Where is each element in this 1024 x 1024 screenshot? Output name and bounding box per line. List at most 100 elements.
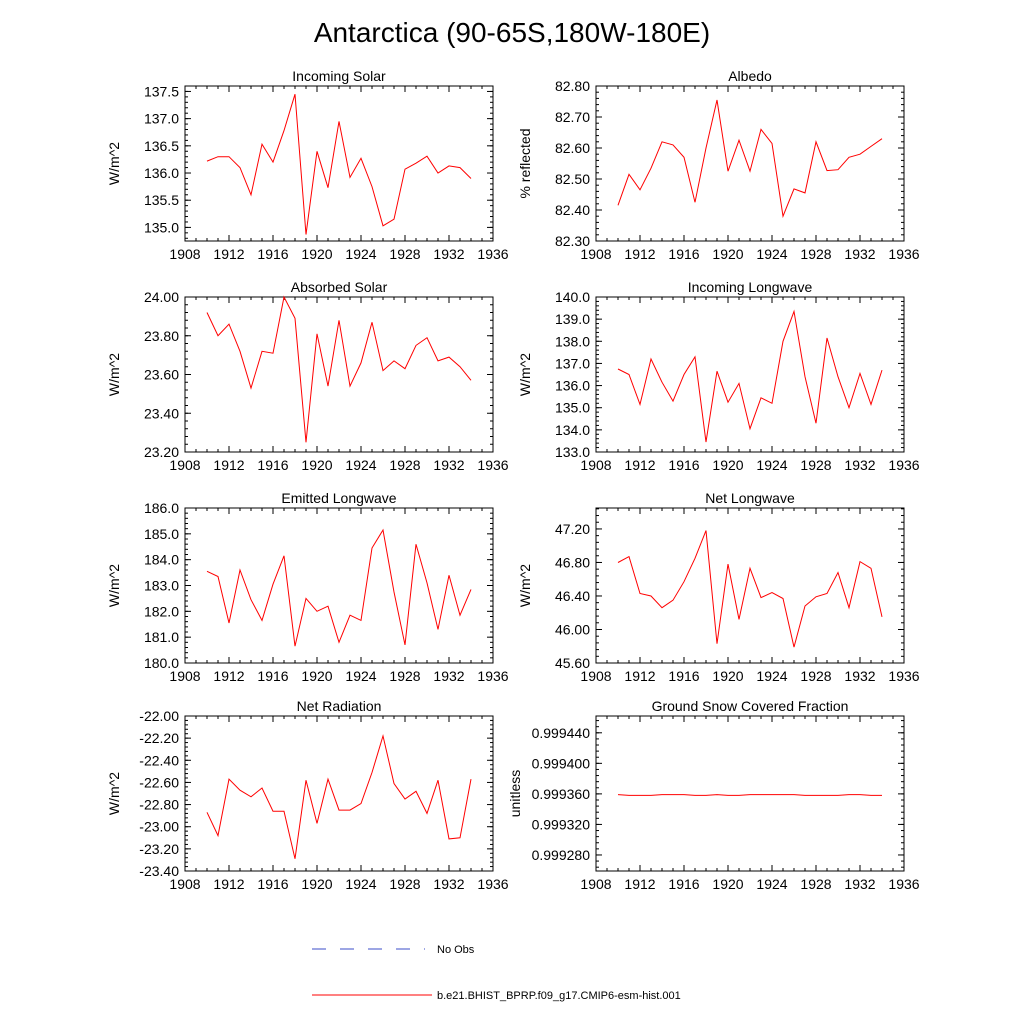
y-tick-label: 137.0 <box>555 355 590 371</box>
x-tick-label: 1924 <box>345 246 376 262</box>
legend-label-no-obs: No Obs <box>437 944 475 956</box>
y-axis-label: W/m^2 <box>106 564 122 607</box>
x-tick-label: 1928 <box>800 668 831 684</box>
x-tick-label: 1920 <box>712 246 743 262</box>
y-tick-label: 0.999440 <box>532 725 591 741</box>
y-tick-label: 0.999360 <box>532 786 591 802</box>
chart-panel: Incoming Solar 1908 1912 1916 1920 1924 1928 19… <box>106 68 509 262</box>
x-tick-label: 1924 <box>756 246 787 262</box>
y-tick-label: 46.40 <box>555 588 590 604</box>
y-tick-label: 186.0 <box>144 500 179 516</box>
x-tick-label: 1936 <box>477 876 508 892</box>
y-tick-label: 0.999280 <box>532 847 591 863</box>
y-tick-label: 47.20 <box>555 521 590 537</box>
panels: Incoming Solar 1908 1912 1916 1920 1924 1928 19… <box>106 68 920 892</box>
y-tick-label: 185.0 <box>144 526 179 542</box>
x-tick-label: 1912 <box>213 246 244 262</box>
x-tick-label: 1932 <box>433 668 464 684</box>
y-tick-label: 23.60 <box>144 367 179 383</box>
x-tick-label: 1920 <box>301 246 332 262</box>
y-tick-label: 135.0 <box>555 400 590 416</box>
x-tick-label: 1916 <box>668 668 699 684</box>
y-axis-label: unitless <box>507 770 523 817</box>
y-tick-label: 138.0 <box>555 333 590 349</box>
x-tick-label: 1928 <box>389 457 420 473</box>
x-tick-label: 1928 <box>800 457 831 473</box>
chart-panel: Incoming Longwave 1908 1912 1916 1920 1924 192… <box>517 279 920 473</box>
chart-panel: Net Radiation 1908 1912 1916 1920 1924 1928 193… <box>106 698 509 892</box>
x-tick-label: 1932 <box>433 246 464 262</box>
x-tick-label: 1936 <box>888 457 919 473</box>
y-tick-label: -23.40 <box>139 863 179 879</box>
x-tick-label: 1908 <box>580 668 611 684</box>
plot-frame <box>595 85 905 242</box>
series-line <box>617 530 883 648</box>
y-axis-label: W/m^2 <box>517 564 533 607</box>
y-tick-label: 23.40 <box>144 405 179 421</box>
panel-title: Incoming Solar <box>292 68 386 84</box>
plot-frame <box>595 715 905 872</box>
x-tick-label: 1912 <box>624 876 655 892</box>
y-tick-label: -22.00 <box>139 708 179 724</box>
y-tick-label: 182.0 <box>144 603 179 619</box>
chart-panel: Albedo 1908 1912 1916 1920 1924 1928 1932 1936 82… <box>517 68 920 262</box>
y-tick-label: 136.0 <box>555 378 590 394</box>
series-line <box>617 99 883 219</box>
y-tick-label: 82.70 <box>555 109 590 125</box>
y-tick-label: 139.0 <box>555 311 590 327</box>
y-tick-label: 82.80 <box>555 78 590 94</box>
x-tick-label: 1924 <box>345 876 376 892</box>
x-tick-label: 1928 <box>800 876 831 892</box>
x-tick-label: 1928 <box>800 246 831 262</box>
y-tick-label: -22.60 <box>139 774 179 790</box>
x-tick-label: 1928 <box>389 876 420 892</box>
x-tick-label: 1916 <box>668 876 699 892</box>
x-tick-label: 1936 <box>888 668 919 684</box>
x-tick-label: 1932 <box>844 668 875 684</box>
x-tick-label: 1916 <box>257 668 288 684</box>
x-tick-label: 1936 <box>888 246 919 262</box>
y-tick-label: -22.20 <box>139 730 179 746</box>
x-tick-label: 1932 <box>844 876 875 892</box>
y-tick-label: 0.999320 <box>532 816 591 832</box>
x-tick-label: 1912 <box>624 457 655 473</box>
y-tick-label: 23.80 <box>144 328 179 344</box>
y-tick-label: -22.40 <box>139 752 179 768</box>
x-tick-label: 1924 <box>756 457 787 473</box>
legend: No Obs b.e21.BHIST_BPRP.f09_g17.CMIP6-es… <box>312 944 681 1002</box>
series-line <box>617 794 882 796</box>
x-tick-label: 1932 <box>433 457 464 473</box>
x-tick-label: 1908 <box>169 876 200 892</box>
x-tick-label: 1908 <box>169 457 200 473</box>
panel-title: Absorbed Solar <box>291 279 388 295</box>
y-tick-label: -22.80 <box>139 797 179 813</box>
x-tick-label: 1920 <box>712 876 743 892</box>
x-tick-label: 1912 <box>213 876 244 892</box>
y-tick-label: 82.30 <box>555 233 590 249</box>
chart-panel: Net Longwave 1908 1912 1916 1920 1924 1928 1932… <box>517 490 920 684</box>
x-tick-label: 1916 <box>257 246 288 262</box>
x-tick-label: 1908 <box>580 246 611 262</box>
y-tick-label: -23.20 <box>139 841 179 857</box>
x-tick-label: 1920 <box>712 457 743 473</box>
x-tick-label: 1920 <box>301 876 332 892</box>
x-tick-label: 1912 <box>213 457 244 473</box>
x-tick-label: 1924 <box>345 457 376 473</box>
x-tick-label: 1928 <box>389 668 420 684</box>
x-tick-label: 1916 <box>257 876 288 892</box>
series-line <box>206 94 472 235</box>
y-tick-label: 135.0 <box>144 219 179 235</box>
y-tick-label: 140.0 <box>555 289 590 305</box>
x-tick-label: 1932 <box>844 457 875 473</box>
x-tick-label: 1936 <box>477 246 508 262</box>
y-tick-label: 184.0 <box>144 552 179 568</box>
series-line <box>206 528 472 647</box>
y-axis-label: W/m^2 <box>106 772 122 815</box>
y-axis-label: % reflected <box>517 128 533 198</box>
y-tick-label: 134.0 <box>555 422 590 438</box>
x-tick-label: 1912 <box>624 246 655 262</box>
y-tick-label: 136.0 <box>144 165 179 181</box>
x-tick-label: 1936 <box>888 876 919 892</box>
y-tick-label: 135.5 <box>144 192 179 208</box>
x-tick-label: 1936 <box>477 457 508 473</box>
